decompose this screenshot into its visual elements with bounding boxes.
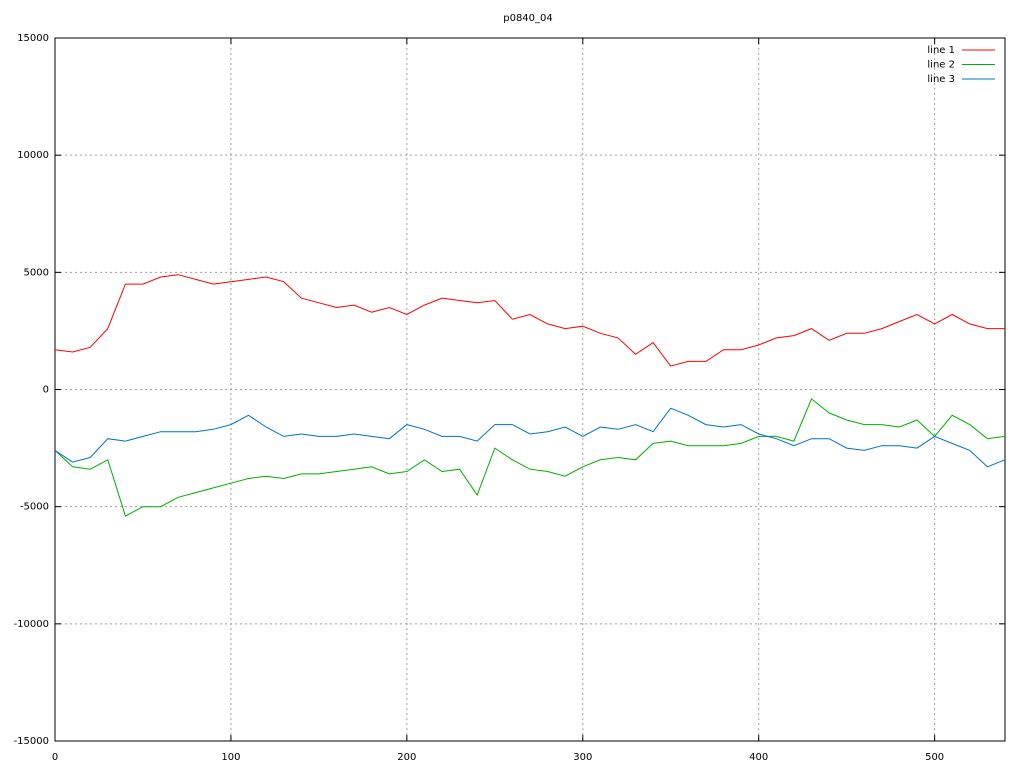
plot-frame — [54, 37, 1006, 742]
x-tick-label: 100 — [221, 752, 240, 763]
chart-title: p0840_04 — [503, 13, 553, 24]
x-tick-label: 500 — [925, 752, 944, 763]
x-tick-label: 300 — [573, 752, 592, 763]
data-line — [54, 407, 1006, 468]
y-tick-label: -10000 — [14, 619, 49, 630]
legend-label: line 3 — [927, 74, 955, 85]
y-tick-label: 0 — [43, 385, 49, 396]
y-tick-label: 5000 — [24, 267, 49, 278]
y-tick-label: -5000 — [20, 502, 49, 513]
y-tick-label: 15000 — [17, 33, 49, 44]
x-tick-label: 400 — [749, 752, 768, 763]
data-line — [54, 274, 1005, 367]
y-tick-label: 10000 — [17, 150, 49, 161]
y-tick-label: -15000 — [14, 736, 49, 747]
legend-label: line 1 — [927, 45, 955, 56]
data-line — [54, 398, 1006, 517]
x-tick-label: 0 — [52, 752, 58, 763]
legend-label: line 2 — [927, 60, 955, 71]
x-tick-label: 200 — [397, 752, 416, 763]
